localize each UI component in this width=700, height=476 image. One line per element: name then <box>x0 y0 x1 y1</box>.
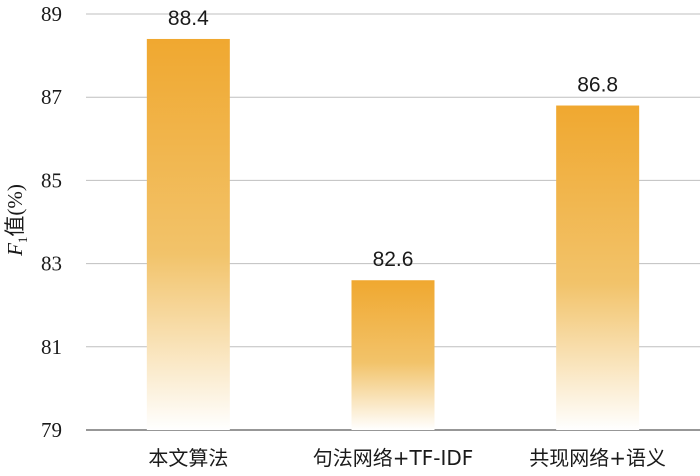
bar <box>556 105 640 431</box>
y-tick-label: 81 <box>41 335 62 359</box>
data-label: 82.6 <box>373 248 414 271</box>
bar <box>351 280 435 430</box>
bar <box>146 38 230 431</box>
y-axis-title-rest: 值(%) <box>3 184 27 236</box>
category-label: 本文算法 <box>148 446 228 470</box>
data-label: 88.4 <box>168 7 209 30</box>
data-label: 86.8 <box>577 74 618 97</box>
y-tick-label: 85 <box>41 168 62 192</box>
x-category-labels: 本文算法 句法网络+TF-IDF 共现网络+语义 <box>148 446 666 470</box>
bars <box>146 38 640 431</box>
category-label: 共现网络+语义 <box>529 446 666 470</box>
y-tick-label: 89 <box>41 2 62 26</box>
y-axis-title: F1值(%) <box>3 184 30 257</box>
category-label: 句法网络+TF-IDF <box>313 446 474 470</box>
y-tick-label: 83 <box>41 252 62 276</box>
y-axis-title-var: F <box>3 243 27 257</box>
y-tick-label: 79 <box>41 418 62 442</box>
y-tick-labels: 79 81 83 85 87 89 <box>41 2 62 442</box>
y-axis-title-sub: 1 <box>15 237 30 244</box>
y-tick-label: 87 <box>41 85 62 109</box>
data-labels: 88.4 82.6 86.8 <box>168 7 618 271</box>
